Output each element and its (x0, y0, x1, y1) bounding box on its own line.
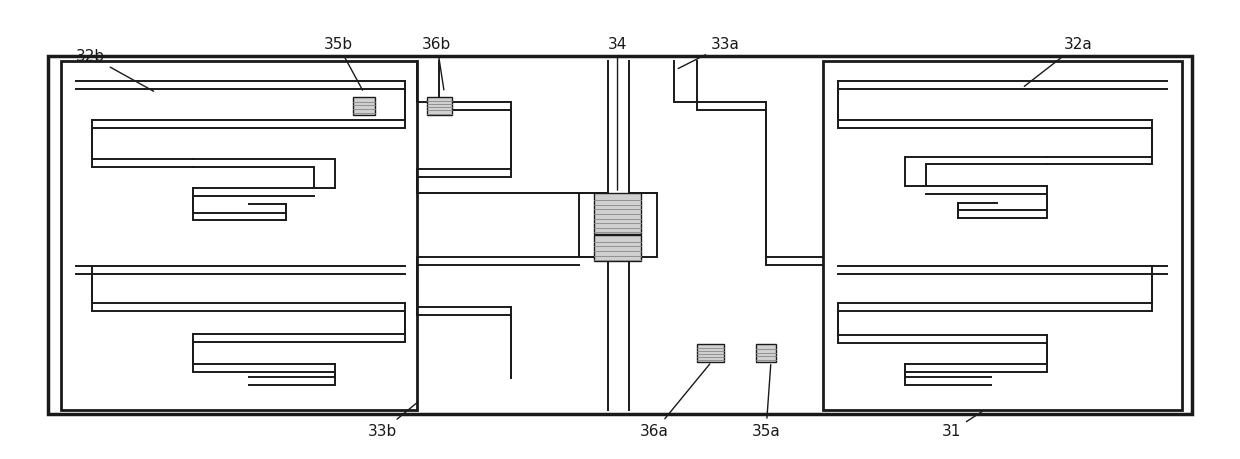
Text: 33b: 33b (368, 403, 418, 439)
Bar (594, 235, 641, 262)
Bar (594, 193, 641, 234)
Bar (48, 56, 1192, 414)
Text: 35a: 35a (751, 364, 780, 439)
Bar (427, 97, 451, 115)
Bar (697, 344, 724, 362)
Text: 33a: 33a (678, 37, 739, 68)
Text: 35b: 35b (324, 37, 362, 90)
Bar (352, 97, 374, 115)
Text: 32b: 32b (76, 49, 154, 91)
Text: 36a: 36a (640, 364, 709, 439)
Text: 31: 31 (942, 411, 982, 439)
Text: 32a: 32a (1024, 37, 1092, 86)
Bar (61, 61, 417, 410)
Text: 36b: 36b (423, 37, 451, 90)
Text: 34: 34 (608, 37, 627, 190)
Bar (756, 344, 776, 362)
Bar (823, 61, 1182, 410)
